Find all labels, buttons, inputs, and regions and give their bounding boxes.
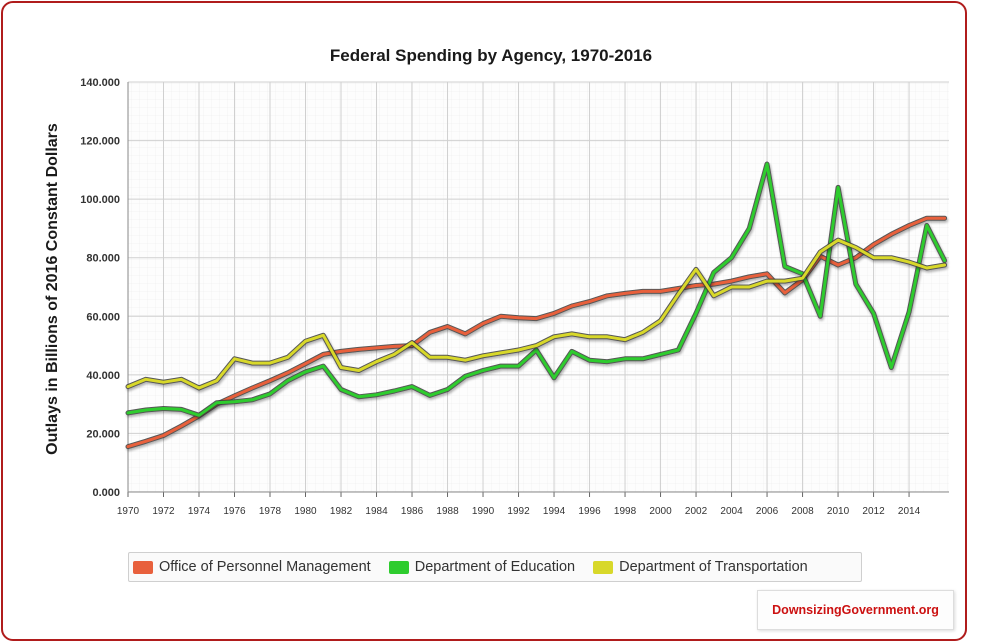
y-tick-label: 80.000 xyxy=(86,253,120,265)
legend-item-transportation[interactable]: Department of Transportation xyxy=(593,559,808,575)
series-lines xyxy=(125,161,948,450)
legend-item-education[interactable]: Department of Education xyxy=(388,559,576,575)
series-line[interactable] xyxy=(126,162,947,417)
x-axis: 1970 1972 1974 1976 1978 1980 1982 1984 1986 1988… xyxy=(117,491,949,517)
y-tick-label: 120.000 xyxy=(80,136,120,148)
x-tick-label: 1978 xyxy=(259,506,282,517)
x-tick-label: 1998 xyxy=(614,506,637,517)
y-tick-label: 60.000 xyxy=(86,311,120,323)
y-tick-label: 20.000 xyxy=(86,428,120,440)
legend-label-transportation: Department of Transportation xyxy=(619,559,808,575)
legend-swatch-education xyxy=(388,560,409,574)
x-tick-label: 1984 xyxy=(365,506,388,517)
x-tick-label: 2004 xyxy=(720,506,743,517)
series-line[interactable] xyxy=(126,238,947,390)
chart-title: Federal Spending by Agency, 1970-2016 xyxy=(330,46,652,65)
x-tick-label: 2010 xyxy=(827,506,850,517)
x-tick-label: 1986 xyxy=(401,506,424,517)
y-tick-label: 0.000 xyxy=(92,487,120,499)
source-watermark[interactable]: DownsizingGovernment.org xyxy=(757,590,954,630)
x-tick-label: 2006 xyxy=(756,506,779,517)
x-tick-label: 1990 xyxy=(472,506,495,517)
x-tick-label: 1992 xyxy=(507,506,530,517)
y-axis: 0.000 20.000 40.000 60.000 80.000 100.000 120.… xyxy=(80,77,129,499)
legend-label-opm: Office of Personnel Management xyxy=(159,559,371,575)
legend-label-education: Department of Education xyxy=(414,559,576,575)
series-transportation xyxy=(125,237,948,391)
x-tick-label: 2012 xyxy=(862,506,885,517)
line-chart: Federal Spending by Agency, 1970-2016 0.… xyxy=(44,46,949,517)
chart-frame: Federal Spending by Agency, 1970-2016 0.… xyxy=(1,1,967,641)
x-tick-label: 2000 xyxy=(649,506,672,517)
x-tick-label: 1994 xyxy=(543,506,566,517)
plot-area xyxy=(128,82,949,492)
chart-legend: Office of Personnel Management Departmen… xyxy=(128,552,862,582)
x-tick-label: 1980 xyxy=(294,506,317,517)
x-tick-label: 2014 xyxy=(898,506,921,517)
minor-grid xyxy=(128,82,949,492)
y-axis-label: Outlays in Billions of 2016 Constant Dol… xyxy=(44,123,61,455)
x-tick-label: 1982 xyxy=(330,506,353,517)
grid-lines xyxy=(127,81,949,493)
series-education xyxy=(125,161,948,418)
y-tick-label: 140.000 xyxy=(80,77,120,89)
x-tick-label: 1988 xyxy=(436,506,459,517)
x-tick-label: 1974 xyxy=(188,506,211,517)
x-tick-label: 1972 xyxy=(152,506,175,517)
legend-item-opm[interactable]: Office of Personnel Management xyxy=(133,559,371,575)
x-tick-label: 1976 xyxy=(223,506,246,517)
y-tick-label: 40.000 xyxy=(86,370,120,382)
legend-swatch-transportation xyxy=(593,560,614,574)
x-tick-label: 2002 xyxy=(685,506,708,517)
x-tick-label: 1996 xyxy=(578,506,601,517)
x-tick-label: 1970 xyxy=(117,506,140,517)
y-tick-label: 100.000 xyxy=(80,194,120,206)
x-tick-label: 2008 xyxy=(791,506,814,517)
legend-swatch-opm xyxy=(133,560,153,574)
